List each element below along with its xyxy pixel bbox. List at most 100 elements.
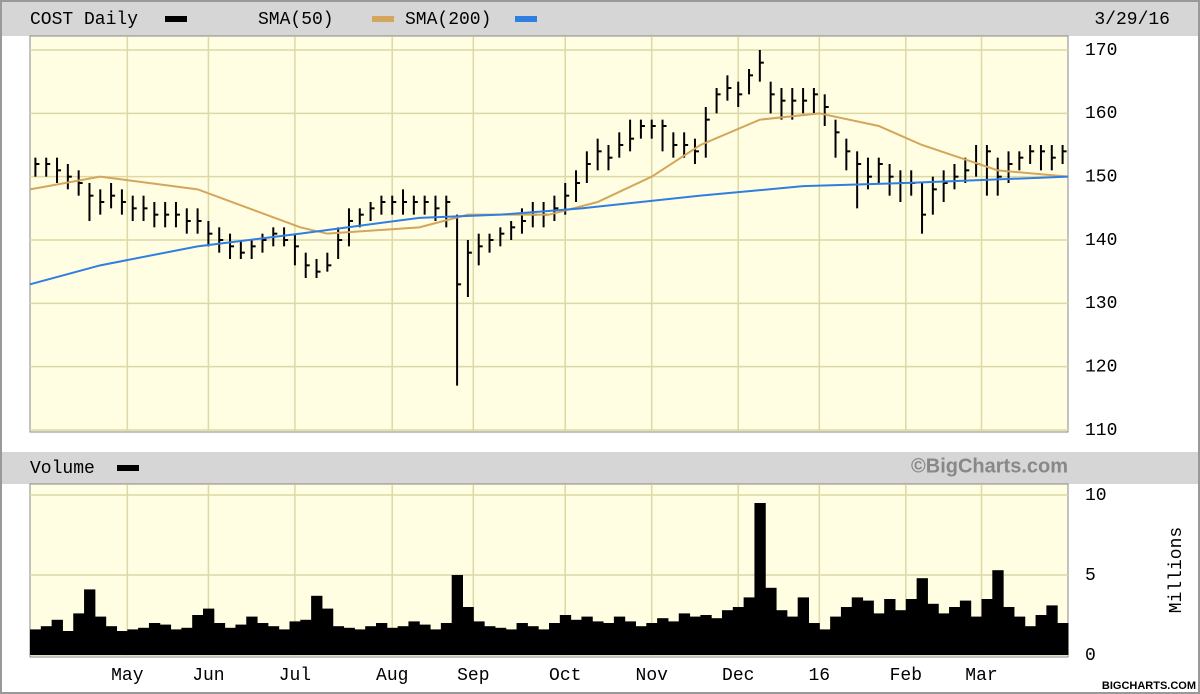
volume-bar — [862, 600, 874, 655]
x-tick-label: 16 — [809, 666, 831, 686]
volume-bar — [722, 610, 734, 655]
volume-bar — [192, 615, 204, 655]
volume-bar — [873, 613, 885, 655]
labels: May Jun Jul Aug Sep Oct Nov Dec 16 Feb Mar 110 120 13… — [30, 10, 1196, 692]
y-tick-label: 150 — [1085, 167, 1117, 187]
volume-bar — [559, 615, 572, 655]
volume-bar — [105, 626, 117, 655]
volume-bar — [1057, 623, 1069, 655]
marks — [29, 50, 1069, 655]
y-tick-label: 5 — [1085, 566, 1096, 586]
volume-bar — [927, 603, 939, 655]
volume-bar — [592, 621, 604, 655]
y-tick-label: 170 — [1085, 41, 1117, 61]
x-tick-label: Oct — [549, 666, 581, 686]
y-axis-label: Millions — [1167, 527, 1187, 613]
volume-bar — [549, 623, 561, 655]
volume-bar — [127, 629, 139, 655]
volume-bar — [1035, 615, 1047, 655]
volume-bar — [851, 597, 864, 655]
volume-bar — [203, 608, 215, 655]
volume-bar — [40, 626, 53, 655]
volume-bar — [451, 575, 463, 655]
volume-bar — [797, 597, 809, 655]
volume-bar — [376, 623, 388, 655]
x-tick-label: Aug — [376, 666, 408, 686]
volume-bar — [84, 589, 96, 655]
volume-bar — [959, 600, 972, 655]
volume-bar — [62, 631, 74, 655]
volume-bar — [1046, 605, 1058, 655]
volume-bar — [440, 623, 453, 655]
volume-bar — [765, 587, 777, 655]
volume-bar — [30, 629, 42, 655]
x-tick-label: Jun — [192, 666, 224, 686]
volume-bar — [603, 623, 615, 655]
volume-bar — [743, 597, 755, 655]
legend-swatch — [372, 16, 394, 22]
volume-bar — [51, 619, 63, 655]
volume-bar — [819, 629, 831, 655]
volume-bar — [786, 616, 799, 655]
watermark: ©BigCharts.com — [911, 455, 1068, 477]
volume-bar — [646, 623, 658, 655]
y-tick-label: 0 — [1085, 646, 1096, 666]
volume-bar — [916, 578, 928, 655]
volume-bar — [94, 616, 107, 655]
volume-bar — [1003, 607, 1015, 655]
legend-label: SMA(200) — [405, 10, 491, 30]
volume-bar — [138, 627, 150, 655]
volume-bar — [181, 627, 193, 655]
volume-bar — [981, 599, 993, 655]
volume-bar — [1024, 626, 1037, 655]
volume-bar — [895, 610, 907, 655]
volume-bar — [170, 629, 182, 655]
volume-bar — [257, 623, 269, 655]
volume-bar — [884, 599, 896, 655]
volume-bar — [289, 621, 301, 655]
y-tick-label: 130 — [1085, 294, 1117, 314]
volume-bar — [397, 626, 409, 655]
volume-bar — [462, 607, 474, 655]
volume-bar — [635, 626, 647, 655]
price-header — [0, 2, 1200, 36]
volume-bar — [732, 607, 745, 655]
volume-bar — [365, 626, 377, 655]
volume-bar — [657, 618, 669, 655]
volume-bar — [505, 629, 518, 655]
volume-header — [0, 452, 1200, 484]
legend-swatch — [515, 16, 537, 22]
volume-bar — [430, 629, 442, 655]
y-tick-label: 10 — [1085, 486, 1107, 506]
volume-bar — [970, 616, 982, 655]
y-tick-label: 110 — [1085, 421, 1117, 441]
volume-bar — [332, 626, 345, 655]
volume-bar — [938, 613, 950, 655]
x-tick-label: Sep — [457, 666, 489, 686]
volume-bar — [73, 613, 85, 655]
price-plot — [29, 35, 1069, 433]
volume-bar — [386, 627, 399, 655]
sma-line — [29, 175, 1069, 286]
volume-bar — [581, 616, 593, 655]
volume-bar — [538, 629, 550, 655]
legend-label: Volume — [30, 459, 95, 479]
volume-bar — [613, 616, 626, 655]
y-tick-label: 160 — [1085, 104, 1117, 124]
x-tick-label: May — [111, 666, 144, 686]
volume-bar — [1013, 616, 1026, 655]
volume-bar — [678, 613, 691, 655]
volume-bar — [949, 607, 961, 655]
volume-bar — [148, 623, 161, 655]
legend-swatch — [117, 465, 139, 471]
volume-bar — [224, 627, 236, 655]
volume-bar — [235, 624, 247, 655]
volume-bar — [116, 631, 128, 655]
volume-bar — [408, 621, 420, 655]
volume-bar — [300, 619, 312, 655]
volume-bar — [830, 616, 842, 655]
legend-label: SMA(50) — [258, 10, 334, 30]
volume-bar — [278, 629, 290, 655]
